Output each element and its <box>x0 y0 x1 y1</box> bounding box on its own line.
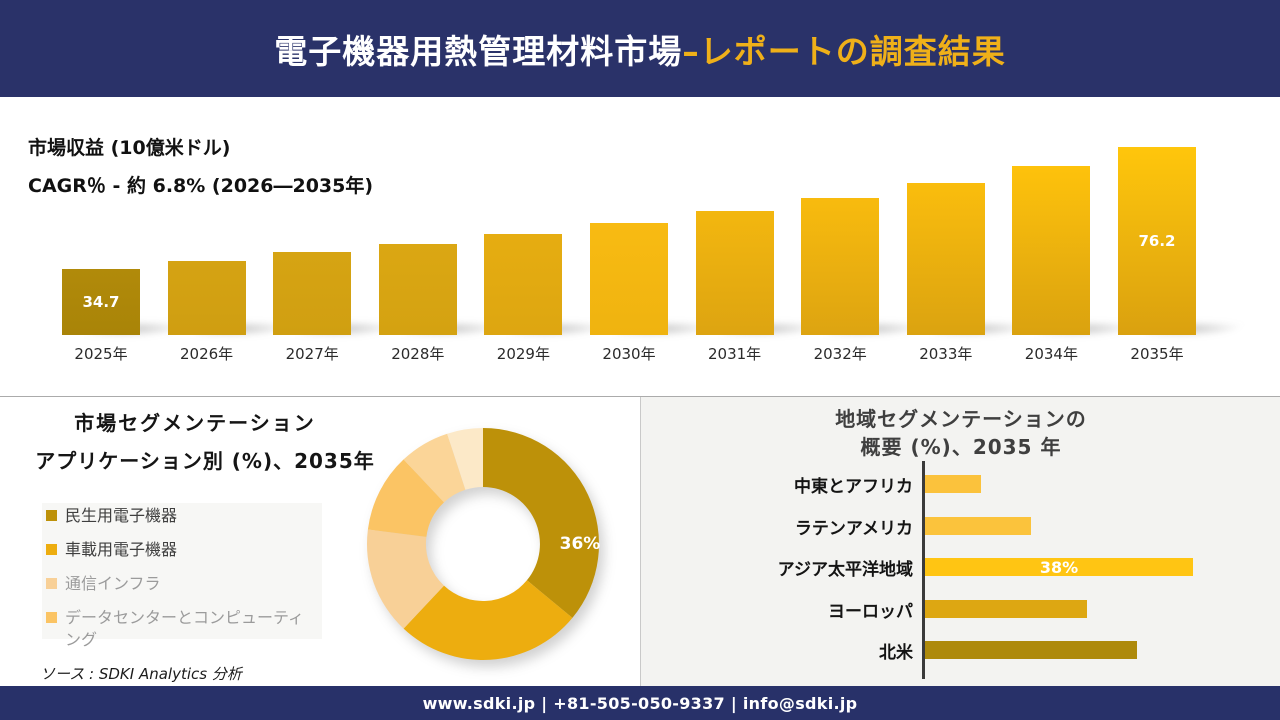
legend-swatch <box>46 612 57 623</box>
legend-label: データセンターとコンピューティング <box>65 608 305 649</box>
revenue-bar-column <box>801 198 933 337</box>
page-title-main: 電子機器用熱管理材料市場 <box>274 31 683 71</box>
revenue-bar-column <box>1012 166 1144 337</box>
footer-bar: www.sdki.jp | +81-505-050-9337 | info@sd… <box>0 686 1280 720</box>
cagr-label: CAGR％ - 約 6.8% (2026―2035年) <box>28 175 374 197</box>
revenue-bar-column <box>590 223 722 337</box>
region-bar-2: 38% <box>925 557 1193 577</box>
region-bar-0 <box>925 475 981 493</box>
legend-item: 民生用電子機器 <box>46 505 322 527</box>
revenue-bar-column <box>695 211 827 337</box>
bar-fill <box>484 234 563 335</box>
regional-axis-line <box>922 461 925 679</box>
region-label-4: 北米 <box>879 643 913 663</box>
legend-background <box>42 503 322 639</box>
revenue-metric-label: 市場収益 (10億米ドル) <box>28 137 231 159</box>
regional-panel: 地域セグメンテーションの 概要 (%)、2035 年 中東とアフリカ ラテンアメリ… <box>640 397 1280 686</box>
bar-fill <box>1118 147 1196 335</box>
legend-label: 通信インフラ <box>65 574 161 593</box>
revenue-bar-column <box>906 183 1039 337</box>
donut-slice-0 <box>483 428 599 618</box>
region-bar-3 <box>925 599 1087 618</box>
bar-value-label: 76.2 <box>1138 232 1176 250</box>
regional-title-line2: 概要 (%)、2035 年 <box>860 435 1062 459</box>
legend-item: 通信インフラ <box>46 573 322 595</box>
legend-label: 民生用電子機器 <box>65 506 178 525</box>
donut-slice-1 <box>403 580 573 661</box>
footer-contact: www.sdki.jp | +81-505-050-9337 | info@sd… <box>422 693 858 713</box>
year-label: 2035年 <box>1130 345 1184 363</box>
year-label: 2030年 <box>602 345 656 363</box>
revenue-bar-2032年 <box>801 198 933 337</box>
year-label: 2027年 <box>285 345 339 363</box>
revenue-bar-2031年 <box>695 211 827 337</box>
donut-slice-5 <box>447 428 483 490</box>
legend-item: 車載用電子機器 <box>46 539 322 561</box>
year-label: 2028年 <box>391 345 445 363</box>
source-note: ソース : SDKI Analytics 分析 <box>40 665 242 683</box>
year-label: 2026年 <box>180 345 234 363</box>
year-label: 2034年 <box>1024 345 1078 363</box>
year-label: 2033年 <box>919 345 973 363</box>
revenue-bar-2029年 <box>484 234 616 337</box>
header-banner: 電子機器用熱管理材料市場–レポートの調査結果 <box>0 0 1280 97</box>
year-label: 2032年 <box>813 345 867 363</box>
year-label: 2029年 <box>496 345 550 363</box>
revenue-chart-section: 市場収益 (10億米ドル) CAGR％ - 約 6.8% (2026―2035年… <box>0 97 1280 396</box>
revenue-bar-column <box>273 252 405 337</box>
revenue-bar-2033年 <box>906 183 1039 337</box>
bar-fill <box>695 211 774 335</box>
revenue-bar-2035年: 76.2 <box>1118 147 1250 337</box>
revenue-bar-2027年 <box>273 252 405 337</box>
page-title-highlight: –レポートの調査結果 <box>682 31 1006 71</box>
region-bar-1 <box>925 516 1031 535</box>
legend-swatch <box>46 510 57 521</box>
bar-value-label: 34.7 <box>82 293 120 311</box>
revenue-bar-column <box>167 261 299 337</box>
regional-title-line1: 地域セグメンテーションの <box>835 407 1087 431</box>
revenue-bar-2030年 <box>590 223 722 337</box>
bar-fill <box>62 269 140 335</box>
revenue-bar-2025年: 34.7 <box>62 269 194 337</box>
regional-title: 地域セグメンテーションの 概要 (%)、2035 年 <box>641 405 1280 461</box>
revenue-bar-column: 76.2 <box>1118 147 1250 337</box>
segmentation-title-line2: アプリケーション別 (%)、2035年 <box>35 449 375 473</box>
region-label-3: ヨーロッパ <box>828 601 913 622</box>
donut-slice-label: 36% <box>559 534 601 554</box>
donut-chart <box>358 412 610 670</box>
legend-swatch <box>46 578 57 589</box>
revenue-bar-column <box>484 234 616 337</box>
donut-slice-2 <box>366 529 444 629</box>
legend-item: データセンターとコンピューティング <box>46 607 322 651</box>
year-label: 2031年 <box>708 345 762 363</box>
bar-fill <box>801 198 880 335</box>
region-bar-value-label: 38% <box>1039 557 1079 577</box>
section-divider <box>0 396 1280 397</box>
page-title: 電子機器用熱管理材料市場–レポートの調査結果 <box>274 25 1006 73</box>
region-label-1: ラテンアメリカ <box>794 518 913 539</box>
bar-fill <box>590 223 668 335</box>
segmentation-title-line1: 市場セグメンテーション <box>74 411 316 435</box>
revenue-bar-2034年 <box>1012 166 1144 337</box>
legend-label: 車載用電子機器 <box>65 540 178 559</box>
donut-slice-4 <box>403 433 466 503</box>
bar-fill <box>1012 166 1091 335</box>
bar-fill <box>167 261 246 335</box>
legend-swatch <box>46 544 57 555</box>
donut-slice-3 <box>367 459 444 537</box>
bar-fill <box>378 244 457 335</box>
year-label: 2025年 <box>74 345 128 363</box>
bar-fill <box>906 183 985 335</box>
revenue-bar-2026年 <box>167 261 299 337</box>
segmentation-legend: 民生用電子機器 車載用電子機器 通信インフラデータセンターとコンピューティング <box>46 505 322 663</box>
bar-fill <box>273 252 352 335</box>
region-label-0: 中東とアフリカ <box>794 477 913 497</box>
revenue-bar-2028年 <box>378 244 511 337</box>
region-label-2: アジア太平洋地域 <box>777 560 913 580</box>
revenue-bar-column: 34.7 <box>62 269 194 337</box>
revenue-bar-column <box>378 244 511 337</box>
region-bar-4 <box>925 641 1137 659</box>
